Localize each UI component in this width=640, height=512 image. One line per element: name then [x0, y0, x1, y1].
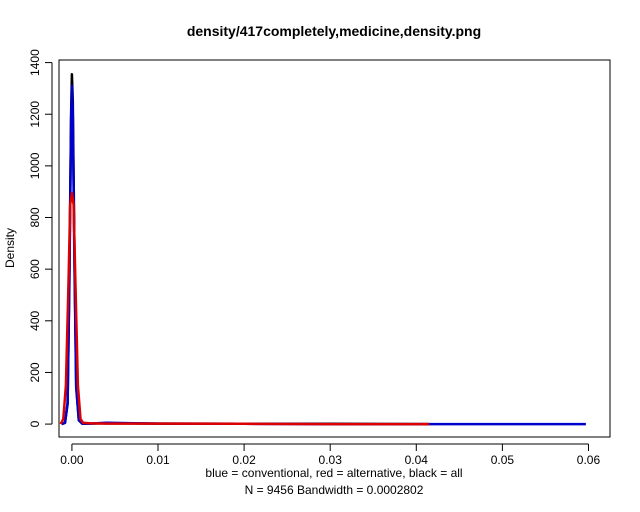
y-tick-label: 1000: [28, 152, 42, 179]
y-tick-label: 800: [28, 207, 42, 227]
x-axis: 0.00 0.01 0.02 0.03 0.04 0.05 0.06: [60, 443, 601, 467]
bandwidth-label: N = 9456 Bandwidth = 0.0002802: [245, 483, 424, 497]
x-tick-label: 0.00: [60, 453, 84, 467]
x-tick-label: 0.02: [232, 453, 256, 467]
y-tick-label: 200: [28, 362, 42, 382]
x-axis-label: blue = conventional, red = alternative, …: [205, 466, 462, 480]
y-tick-label: 0: [28, 420, 42, 427]
x-tick-label: 0.04: [405, 453, 429, 467]
density-curve-2: [59, 191, 430, 426]
y-axis: 0 200 400 600 800 1000 1200 1400: [28, 49, 53, 427]
chart-title: density/417completely,medicine,density.p…: [187, 23, 481, 39]
y-tick-label: 400: [28, 310, 42, 330]
series-layer: [59, 72, 586, 426]
density-curve-1: [61, 84, 586, 426]
density-curve-0: [61, 72, 430, 426]
y-axis-label: Density: [3, 228, 17, 268]
y-tick-label: 1400: [28, 49, 42, 76]
x-tick-label: 0.03: [319, 453, 343, 467]
y-tick-label: 600: [28, 259, 42, 279]
x-tick-label: 0.06: [577, 453, 601, 467]
y-tick-label: 1200: [28, 101, 42, 128]
x-tick-label: 0.05: [491, 453, 515, 467]
plot-frame: [58, 59, 611, 438]
x-tick-label: 0.01: [146, 453, 170, 467]
